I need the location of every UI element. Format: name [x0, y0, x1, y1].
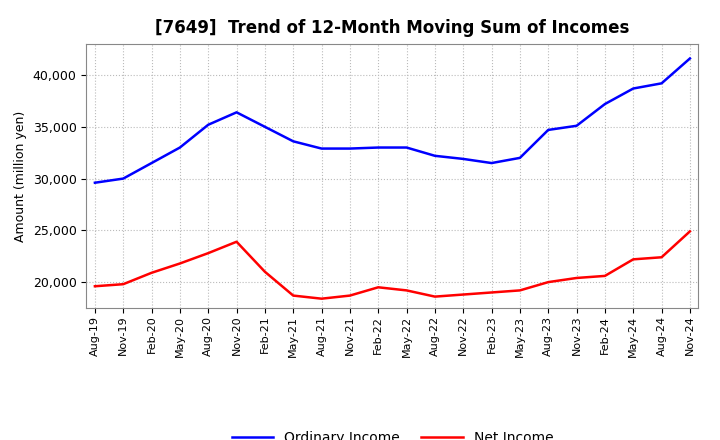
Line: Ordinary Income: Ordinary Income: [95, 59, 690, 183]
Net Income: [544, 279, 552, 285]
Ordinary Income: [487, 161, 496, 166]
Ordinary Income: [544, 127, 552, 132]
Ordinary Income: [148, 161, 156, 166]
Net Income: [233, 239, 241, 244]
Net Income: [176, 261, 184, 266]
Net Income: [119, 282, 127, 287]
Ordinary Income: [261, 124, 269, 129]
Ordinary Income: [402, 145, 411, 150]
Ordinary Income: [119, 176, 127, 181]
Net Income: [289, 293, 297, 298]
Ordinary Income: [204, 122, 212, 128]
Net Income: [346, 293, 354, 298]
Net Income: [657, 255, 666, 260]
Net Income: [516, 288, 524, 293]
Ordinary Income: [176, 145, 184, 150]
Net Income: [402, 288, 411, 293]
Ordinary Income: [459, 156, 467, 161]
Ordinary Income: [629, 86, 637, 91]
Ordinary Income: [91, 180, 99, 185]
Ordinary Income: [318, 146, 326, 151]
Ordinary Income: [374, 145, 382, 150]
Net Income: [91, 284, 99, 289]
Net Income: [261, 269, 269, 275]
Net Income: [572, 275, 581, 281]
Net Income: [600, 273, 609, 279]
Ordinary Income: [657, 81, 666, 86]
Line: Net Income: Net Income: [95, 231, 690, 299]
Ordinary Income: [289, 139, 297, 144]
Ordinary Income: [233, 110, 241, 115]
Net Income: [487, 290, 496, 295]
Net Income: [431, 294, 439, 299]
Net Income: [204, 250, 212, 256]
Legend: Ordinary Income, Net Income: Ordinary Income, Net Income: [226, 426, 559, 440]
Y-axis label: Amount (million yen): Amount (million yen): [14, 110, 27, 242]
Net Income: [685, 229, 694, 234]
Ordinary Income: [685, 56, 694, 61]
Ordinary Income: [600, 101, 609, 106]
Net Income: [459, 292, 467, 297]
Ordinary Income: [572, 123, 581, 128]
Net Income: [374, 285, 382, 290]
Ordinary Income: [346, 146, 354, 151]
Ordinary Income: [431, 153, 439, 158]
Title: [7649]  Trend of 12-Month Moving Sum of Incomes: [7649] Trend of 12-Month Moving Sum of I…: [156, 19, 629, 37]
Ordinary Income: [516, 155, 524, 161]
Net Income: [148, 270, 156, 275]
Net Income: [318, 296, 326, 301]
Net Income: [629, 257, 637, 262]
